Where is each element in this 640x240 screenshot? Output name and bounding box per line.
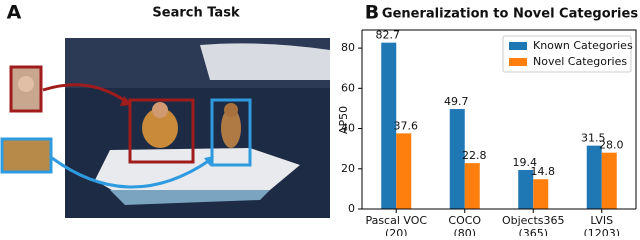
legend-swatch bbox=[509, 58, 527, 66]
legend-label: Known Categories bbox=[533, 39, 633, 52]
y-axis-label: AP50 bbox=[337, 106, 350, 134]
value-label: 82.7 bbox=[376, 29, 401, 42]
legend-box bbox=[502, 35, 632, 73]
axis-frame bbox=[362, 29, 637, 209]
bar bbox=[381, 42, 397, 209]
y-tick-label: 80 bbox=[341, 41, 355, 54]
bar bbox=[518, 169, 534, 209]
bar bbox=[464, 163, 480, 209]
x-tick-label: LVIS (1203) bbox=[583, 214, 620, 236]
y-tick-label: 60 bbox=[341, 81, 355, 94]
chart-title: Generalization to Novel Categories bbox=[382, 7, 638, 22]
bar bbox=[396, 133, 412, 209]
x-tick-label: Objects365 (365) bbox=[502, 214, 565, 236]
bar bbox=[533, 179, 549, 209]
value-label: 37.6 bbox=[394, 119, 419, 132]
photo bbox=[65, 38, 330, 218]
bar bbox=[586, 145, 602, 209]
y-tick-label: 0 bbox=[348, 202, 355, 215]
panel-title: Search Task bbox=[152, 6, 240, 21]
value-label: 28.0 bbox=[599, 139, 624, 152]
panel-label: B bbox=[365, 2, 379, 24]
legend-label: Novel Categories bbox=[533, 55, 627, 68]
bar bbox=[449, 109, 465, 209]
legend-swatch bbox=[509, 42, 527, 50]
y-tick-label: 40 bbox=[341, 122, 355, 135]
x-tick-label: Pascal VOC (20) bbox=[365, 214, 427, 236]
value-label: 49.7 bbox=[444, 95, 469, 108]
query-thumbnails bbox=[0, 65, 214, 189]
value-label: 14.8 bbox=[531, 165, 556, 178]
value-label: 22.8 bbox=[462, 149, 487, 162]
y-tick-label: 20 bbox=[341, 162, 355, 175]
value-label: 19.4 bbox=[513, 156, 538, 169]
x-tick-label: COCO (80) bbox=[448, 214, 481, 236]
value-label: 31.5 bbox=[581, 132, 606, 145]
axis-frame bbox=[361, 30, 636, 210]
bar bbox=[601, 152, 617, 209]
panel-label: A bbox=[7, 2, 22, 24]
